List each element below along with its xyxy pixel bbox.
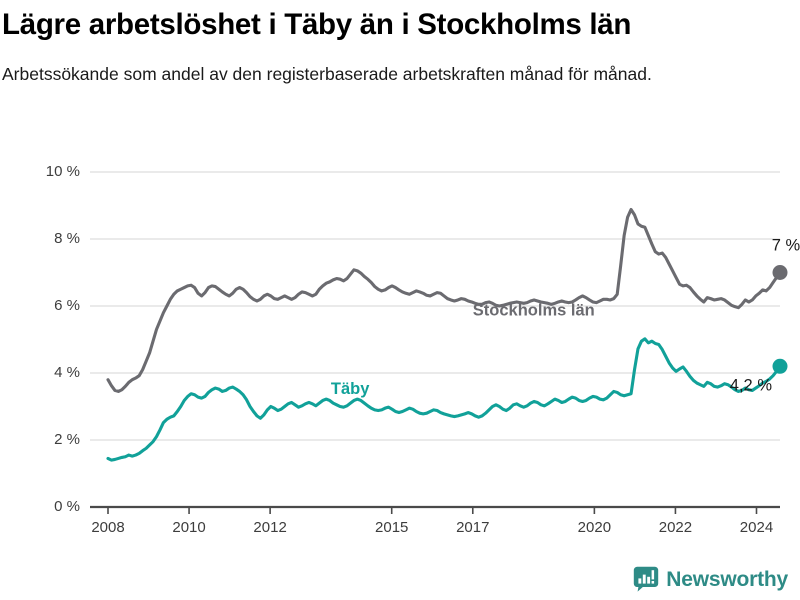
page-title: Lägre arbetslöshet i Täby än i Stockholm… — [2, 8, 632, 41]
series-endpoint-label: 4,2 % — [730, 376, 773, 394]
x-axis-tick-label: 2020 — [578, 519, 611, 536]
chart-subtitle: Arbetssökande som andel av den registerb… — [2, 64, 652, 85]
y-axis-tick-label: 8 % — [54, 230, 80, 247]
series-endpoint-label: 7 % — [772, 237, 800, 255]
x-axis-tick-label: 2012 — [253, 519, 286, 536]
series-inline-label: Täby — [331, 380, 370, 398]
y-axis-tick-label: 0 % — [54, 498, 80, 515]
y-axis-tick-label: 4 % — [54, 364, 80, 381]
x-axis-tick-label: 2022 — [659, 519, 692, 536]
y-axis-tick-label: 6 % — [54, 297, 80, 314]
logo-text: Newsworthy — [666, 567, 788, 591]
x-axis-tick-label: 2008 — [91, 519, 124, 536]
y-axis-tick-label: 10 % — [46, 163, 80, 180]
series-line — [106, 207, 782, 393]
chart-header: Lägre arbetslöshet i Täby än i Stockholm… — [0, 0, 800, 86]
x-axis-tick-label: 2010 — [172, 519, 205, 536]
x-axis-tick-label: 2024 — [740, 519, 773, 536]
series-endpoint-dot — [772, 358, 788, 374]
footer-branding: Newsworthy — [633, 566, 788, 592]
x-axis-tick-label: 2017 — [456, 519, 489, 536]
series-line — [106, 337, 782, 462]
x-axis-tick-label: 2015 — [375, 519, 408, 536]
bar-chart-bubble-icon — [634, 566, 659, 592]
series-inline-label: Stockholms län — [473, 301, 595, 319]
chart-plot-area: 0 % 2 % 4 % 6 % 8 % 10 % 2008 2010 2012 2015 2017 2… — [0, 150, 800, 550]
series-endpoint-dot — [772, 265, 788, 280]
y-axis-tick-label: 2 % — [54, 431, 80, 448]
line-chart: 0 % 2 % 4 % 6 % 8 % 10 % 2008 2010 2012 2015 2017 2… — [46, 163, 800, 536]
